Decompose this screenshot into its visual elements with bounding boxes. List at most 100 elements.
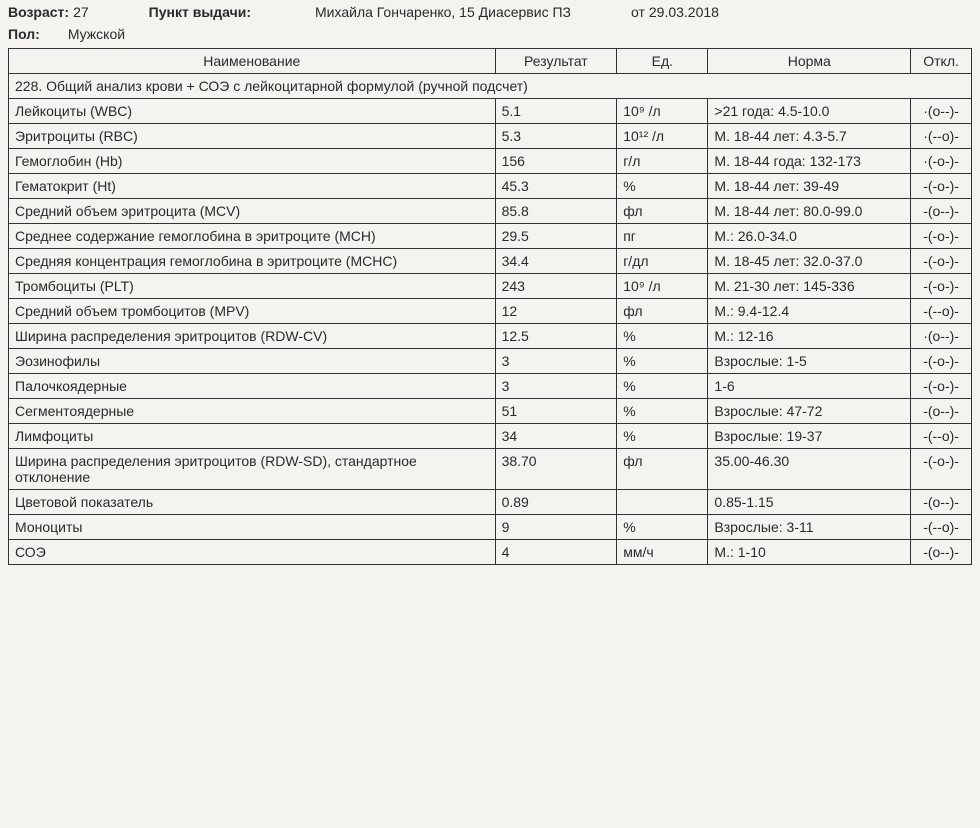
cell-unit: % xyxy=(617,349,708,374)
cell-result: 5.1 xyxy=(495,99,617,124)
cell-result: 29.5 xyxy=(495,224,617,249)
cell-dev: -(-o-)- xyxy=(911,349,972,374)
cell-dev: -(--o)- xyxy=(911,299,972,324)
cell-norm: 1-6 xyxy=(708,374,911,399)
cell-unit: % xyxy=(617,174,708,199)
cell-dev: -(o--)- xyxy=(911,490,972,515)
cell-dev: -(o--)- xyxy=(911,540,972,565)
cell-name: Тромбоциты (PLT) xyxy=(9,274,496,299)
table-row: Средний объем эритроцита (MCV)85.8флМ. 1… xyxy=(9,199,972,224)
cell-unit: фл xyxy=(617,299,708,324)
age-row: Возраст: 27 xyxy=(8,4,89,20)
table-row: Лимфоциты34%Взрослые: 19-37-(--o)- xyxy=(9,424,972,449)
cell-dev: ·(o--)- xyxy=(911,99,972,124)
age-value: 27 xyxy=(73,4,89,20)
table-row: Ширина распределения эритроцитов (RDW-SD… xyxy=(9,449,972,490)
table-row: СОЭ4мм/чМ.: 1-10-(o--)- xyxy=(9,540,972,565)
cell-norm: 0.85-1.15 xyxy=(708,490,911,515)
sex-value: Мужской xyxy=(68,26,125,42)
cell-dev: -(-o-)- xyxy=(911,174,972,199)
cell-result: 5.3 xyxy=(495,124,617,149)
cell-result: 0.89 xyxy=(495,490,617,515)
cell-dev: -(-o-)- xyxy=(911,224,972,249)
col-result-header: Результат xyxy=(495,49,617,74)
cell-name: Эритроциты (RBC) xyxy=(9,124,496,149)
cell-name: Эозинофилы xyxy=(9,349,496,374)
col-name-header: Наименование xyxy=(9,49,496,74)
cell-result: 12.5 xyxy=(495,324,617,349)
table-body: 228. Общий анализ крови + СОЭ с лейкоцит… xyxy=(9,74,972,565)
cell-dev: -(--o)- xyxy=(911,515,972,540)
cell-result: 51 xyxy=(495,399,617,424)
cell-norm: 35.00-46.30 xyxy=(708,449,911,490)
table-row: Тромбоциты (PLT)24310⁹ /лМ. 21-30 лет: 1… xyxy=(9,274,972,299)
table-row: Цветовой показатель0.89 0.85-1.15-(o--)- xyxy=(9,490,972,515)
cell-unit: 10⁹ /л xyxy=(617,274,708,299)
header-block: Возраст: 27 Пункт выдачи: Михайла Гончар… xyxy=(8,4,972,22)
table-row: Лейкоциты (WBC)5.110⁹ /л>21 года: 4.5-10… xyxy=(9,99,972,124)
cell-norm: Взрослые: 1-5 xyxy=(708,349,911,374)
cell-result: 3 xyxy=(495,349,617,374)
cell-result: 4 xyxy=(495,540,617,565)
table-row: Гемоглобин (Hb)156г/лМ. 18-44 года: 132-… xyxy=(9,149,972,174)
cell-result: 9 xyxy=(495,515,617,540)
cell-dev: -(--o)- xyxy=(911,424,972,449)
cell-norm: >21 года: 4.5-10.0 xyxy=(708,99,911,124)
cell-unit: % xyxy=(617,399,708,424)
point-value-row: Михайла Гончаренко, 15 Диасервис ПЗ xyxy=(315,4,571,20)
col-norm-header: Норма xyxy=(708,49,911,74)
cell-name: Сегментоядерные xyxy=(9,399,496,424)
point-row: Пункт выдачи: xyxy=(149,4,255,20)
cell-name: Среднее содержание гемоглобина в эритроц… xyxy=(9,224,496,249)
cell-unit: % xyxy=(617,515,708,540)
cell-name: Гематокрит (Ht) xyxy=(9,174,496,199)
cell-norm: Взрослые: 47-72 xyxy=(708,399,911,424)
cell-dev: ·(--o)- xyxy=(911,124,972,149)
cell-unit: % xyxy=(617,324,708,349)
cell-name: Ширина распределения эритроцитов (RDW-SD… xyxy=(9,449,496,490)
cell-norm: М. 18-44 года: 132-173 xyxy=(708,149,911,174)
cell-result: 85.8 xyxy=(495,199,617,224)
cell-dev: -(-o-)- xyxy=(911,274,972,299)
cell-norm: М. 18-44 лет: 39-49 xyxy=(708,174,911,199)
cell-norm: М.: 1-10 xyxy=(708,540,911,565)
cell-dev: ·(o--)- xyxy=(911,324,972,349)
cell-unit: фл xyxy=(617,449,708,490)
table-row: Средний объем тромбоцитов (MPV)12флМ.: 9… xyxy=(9,299,972,324)
section-row: 228. Общий анализ крови + СОЭ с лейкоцит… xyxy=(9,74,972,99)
cell-unit: г/л xyxy=(617,149,708,174)
cell-result: 243 xyxy=(495,274,617,299)
cell-name: Ширина распределения эритроцитов (RDW-CV… xyxy=(9,324,496,349)
cell-result: 34 xyxy=(495,424,617,449)
col-unit-header: Ед. xyxy=(617,49,708,74)
cell-norm: М.: 26.0-34.0 xyxy=(708,224,911,249)
table-row: Средняя концентрация гемоглобина в эритр… xyxy=(9,249,972,274)
date-row: от 29.03.2018 xyxy=(631,4,719,20)
date-value: 29.03.2018 xyxy=(649,4,719,20)
cell-name: Лейкоциты (WBC) xyxy=(9,99,496,124)
cell-norm: М. 18-45 лет: 32.0-37.0 xyxy=(708,249,911,274)
col-deviation-header: Откл. xyxy=(911,49,972,74)
cell-result: 3 xyxy=(495,374,617,399)
results-table: Наименование Результат Ед. Норма Откл. 2… xyxy=(8,48,972,565)
table-row: Гематокрит (Ht)45.3%М. 18-44 лет: 39-49-… xyxy=(9,174,972,199)
point-label: Пункт выдачи: xyxy=(149,4,251,20)
cell-unit: г/дл xyxy=(617,249,708,274)
table-header-row: Наименование Результат Ед. Норма Откл. xyxy=(9,49,972,74)
cell-result: 156 xyxy=(495,149,617,174)
cell-unit: 10¹² /л xyxy=(617,124,708,149)
cell-dev: -(-o-)- xyxy=(911,374,972,399)
cell-name: Лимфоциты xyxy=(9,424,496,449)
sex-label: Пол: xyxy=(8,26,40,42)
cell-unit: фл xyxy=(617,199,708,224)
cell-name: Цветовой показатель xyxy=(9,490,496,515)
cell-name: Средняя концентрация гемоглобина в эритр… xyxy=(9,249,496,274)
cell-unit: % xyxy=(617,424,708,449)
cell-name: СОЭ xyxy=(9,540,496,565)
cell-name: Моноциты xyxy=(9,515,496,540)
cell-dev: ·(-o-)- xyxy=(911,149,972,174)
cell-name: Средний объем тромбоцитов (MPV) xyxy=(9,299,496,324)
cell-name: Средний объем эритроцита (MCV) xyxy=(9,199,496,224)
cell-norm: М. 21-30 лет: 145-336 xyxy=(708,274,911,299)
cell-unit xyxy=(617,490,708,515)
